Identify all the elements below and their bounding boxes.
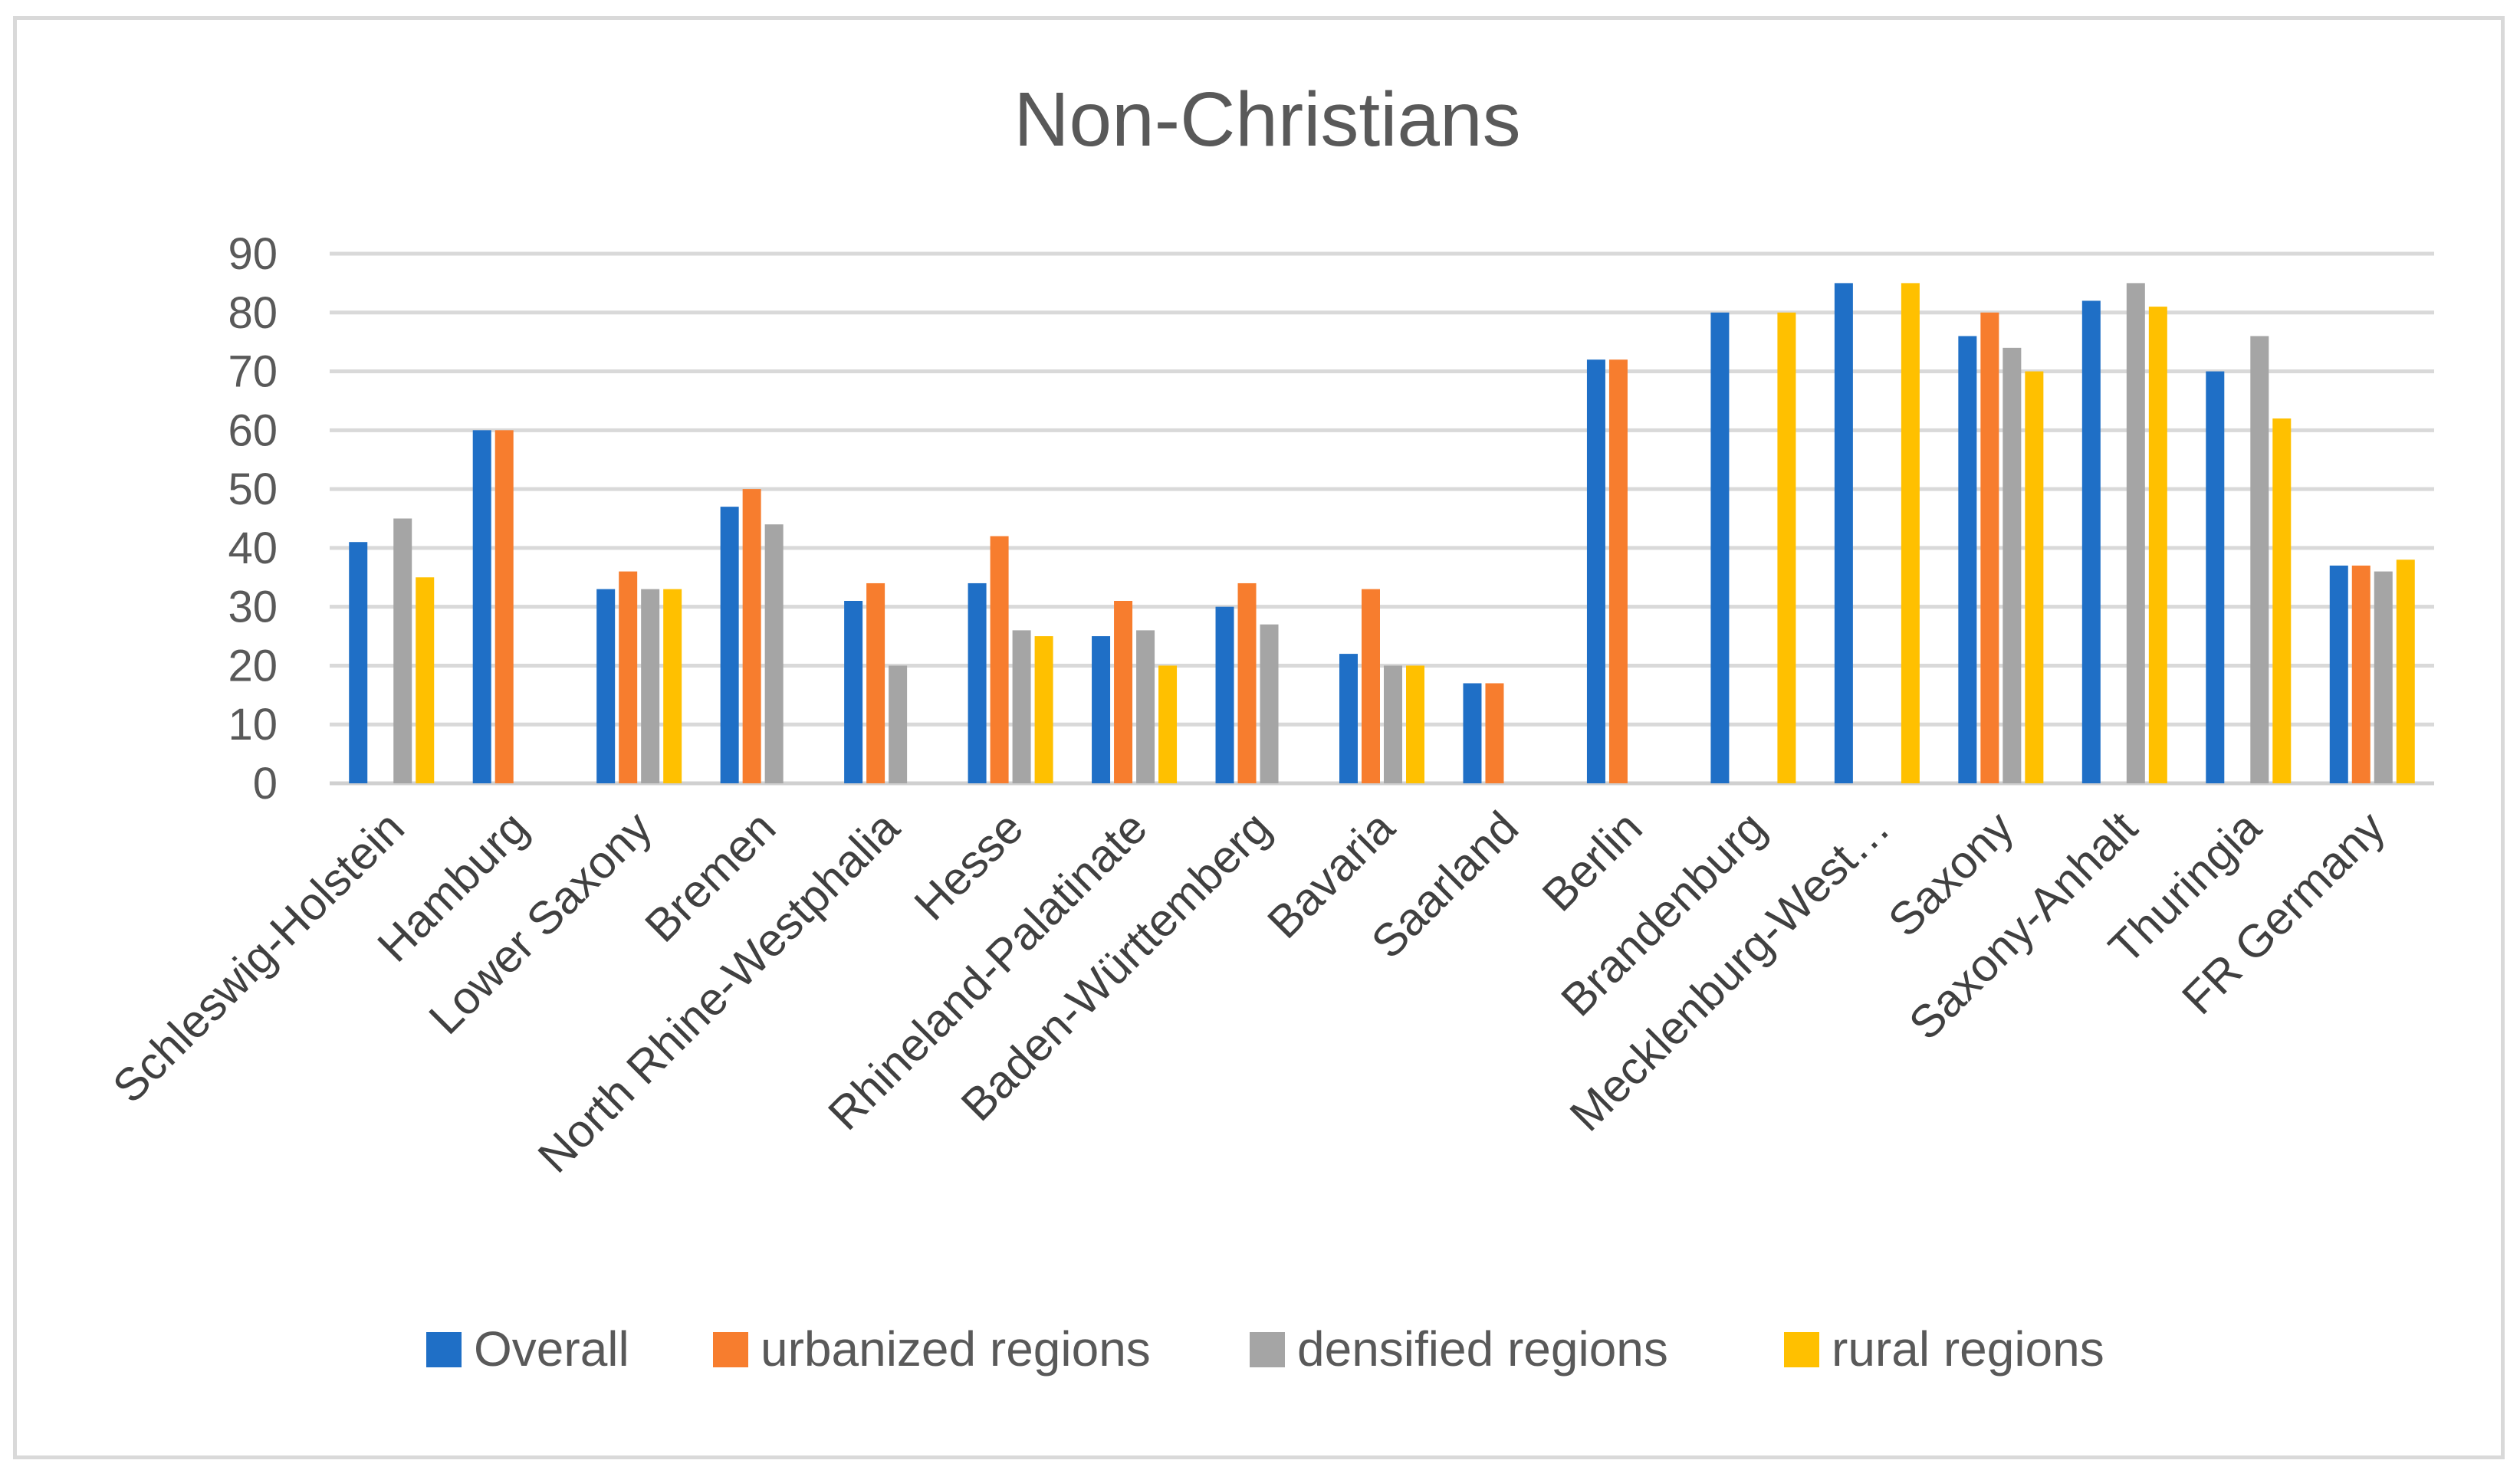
bar-overall-1 bbox=[472, 430, 491, 783]
bar-urbanized-regions-5 bbox=[990, 536, 1009, 783]
y-tick-label: 80 bbox=[228, 288, 278, 338]
bar-rural-regions-6 bbox=[1158, 665, 1178, 783]
bar-rural-regions-11 bbox=[1777, 312, 1796, 783]
bar-overall-8 bbox=[1339, 654, 1358, 783]
bar-rural-regions-12 bbox=[1901, 283, 1920, 783]
bar-overall-11 bbox=[1710, 312, 1730, 783]
bar-urbanized-regions-10 bbox=[1608, 359, 1628, 783]
bar-densified-regions-6 bbox=[1136, 630, 1155, 783]
category-label: Lower Saxony bbox=[419, 802, 662, 1044]
bar-urbanized-regions-4 bbox=[866, 582, 885, 783]
bar-urbanized-regions-3 bbox=[742, 489, 761, 783]
bar-densified-regions-14 bbox=[2126, 283, 2145, 783]
bar-overall-2 bbox=[596, 589, 616, 783]
bar-overall-3 bbox=[720, 507, 739, 783]
bar-overall-15 bbox=[2206, 371, 2225, 783]
bar-urbanized-regions-8 bbox=[1362, 589, 1380, 783]
chart-title: Non-Christians bbox=[1014, 77, 1520, 162]
bar-rural-regions-5 bbox=[1034, 636, 1053, 783]
bar-overall-5 bbox=[968, 582, 987, 783]
bar-densified-regions-2 bbox=[641, 589, 660, 783]
category-label: Schleswig-Holstein bbox=[103, 802, 414, 1113]
bar-overall-10 bbox=[1586, 359, 1605, 783]
legend-label: rural regions bbox=[1832, 1321, 2104, 1377]
legend-swatch bbox=[1250, 1332, 1285, 1367]
bar-overall-16 bbox=[2329, 565, 2348, 783]
y-tick-label: 70 bbox=[228, 347, 278, 397]
bar-urbanized-regions-7 bbox=[1237, 582, 1257, 783]
bar-overall-9 bbox=[1463, 683, 1482, 783]
y-tick-label: 20 bbox=[228, 641, 278, 691]
bar-rural-regions-0 bbox=[416, 577, 435, 783]
bar-urbanized-regions-1 bbox=[494, 430, 514, 783]
bar-densified-regions-3 bbox=[764, 524, 784, 783]
legend-swatch bbox=[426, 1332, 462, 1367]
bar-rural-regions-13 bbox=[2025, 371, 2044, 783]
bar-urbanized-regions-9 bbox=[1485, 683, 1504, 783]
bar-densified-regions-16 bbox=[2374, 571, 2393, 783]
legend-label: densified regions bbox=[1297, 1321, 1668, 1377]
bar-urbanized-regions-2 bbox=[619, 571, 638, 783]
bar-densified-regions-7 bbox=[1260, 624, 1279, 783]
legend-swatch bbox=[713, 1332, 748, 1367]
y-tick-label: 10 bbox=[228, 700, 278, 750]
category-label: Berlin bbox=[1533, 802, 1652, 921]
bar-densified-regions-13 bbox=[2003, 347, 2022, 783]
bar-overall-6 bbox=[1092, 636, 1111, 783]
bar-urbanized-regions-13 bbox=[1980, 312, 1999, 783]
bar-densified-regions-4 bbox=[889, 665, 908, 783]
bar-overall-7 bbox=[1215, 606, 1234, 783]
bar-rural-regions-16 bbox=[2396, 560, 2415, 783]
y-tick-label: 30 bbox=[228, 582, 278, 632]
bar-urbanized-regions-6 bbox=[1114, 600, 1133, 783]
y-tick-label: 90 bbox=[228, 229, 278, 279]
bar-densified-regions-8 bbox=[1384, 665, 1402, 783]
bar-overall-13 bbox=[1958, 336, 1977, 783]
bar-densified-regions-15 bbox=[2250, 336, 2269, 783]
legend-label: urbanized regions bbox=[761, 1321, 1151, 1377]
y-tick-label: 40 bbox=[228, 523, 278, 573]
bar-overall-14 bbox=[2081, 300, 2101, 783]
bar-densified-regions-0 bbox=[393, 518, 412, 783]
bar-densified-regions-5 bbox=[1012, 630, 1031, 783]
bar-overall-12 bbox=[1834, 283, 1853, 783]
legend: Overall urbanized regions densified region… bbox=[426, 1321, 2104, 1377]
bar-overall-0 bbox=[349, 542, 368, 783]
bar-rural-regions-14 bbox=[2148, 307, 2167, 784]
bar-rural-regions-2 bbox=[663, 589, 682, 783]
bar-rural-regions-8 bbox=[1406, 665, 1424, 783]
bar-urbanized-regions-16 bbox=[2351, 565, 2371, 783]
bar-overall-4 bbox=[844, 600, 863, 783]
legend-label: Overall bbox=[474, 1321, 629, 1377]
y-tick-label: 60 bbox=[228, 405, 278, 455]
y-tick-label: 50 bbox=[228, 464, 278, 514]
bar-rural-regions-15 bbox=[2272, 418, 2292, 783]
y-axis-ticks: 0 10 20 30 40 50 60 70 80 90 bbox=[228, 229, 278, 809]
legend-swatch bbox=[1784, 1332, 1819, 1367]
y-tick-label: 0 bbox=[253, 759, 278, 809]
bars bbox=[349, 283, 2415, 784]
